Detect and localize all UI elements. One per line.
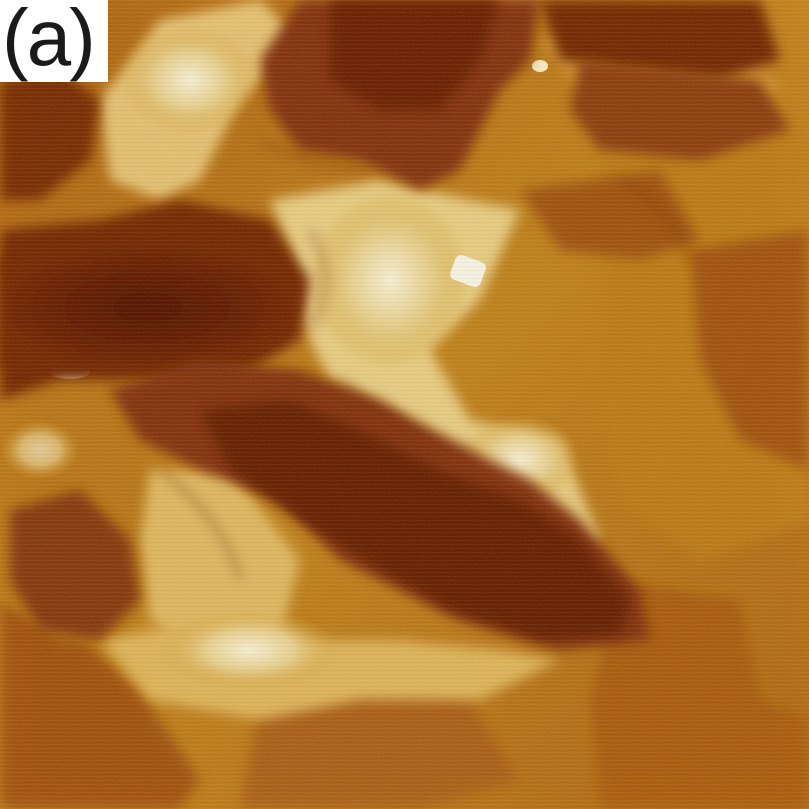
panel-label-background <box>0 0 108 82</box>
panel-label: (a) <box>2 0 96 82</box>
